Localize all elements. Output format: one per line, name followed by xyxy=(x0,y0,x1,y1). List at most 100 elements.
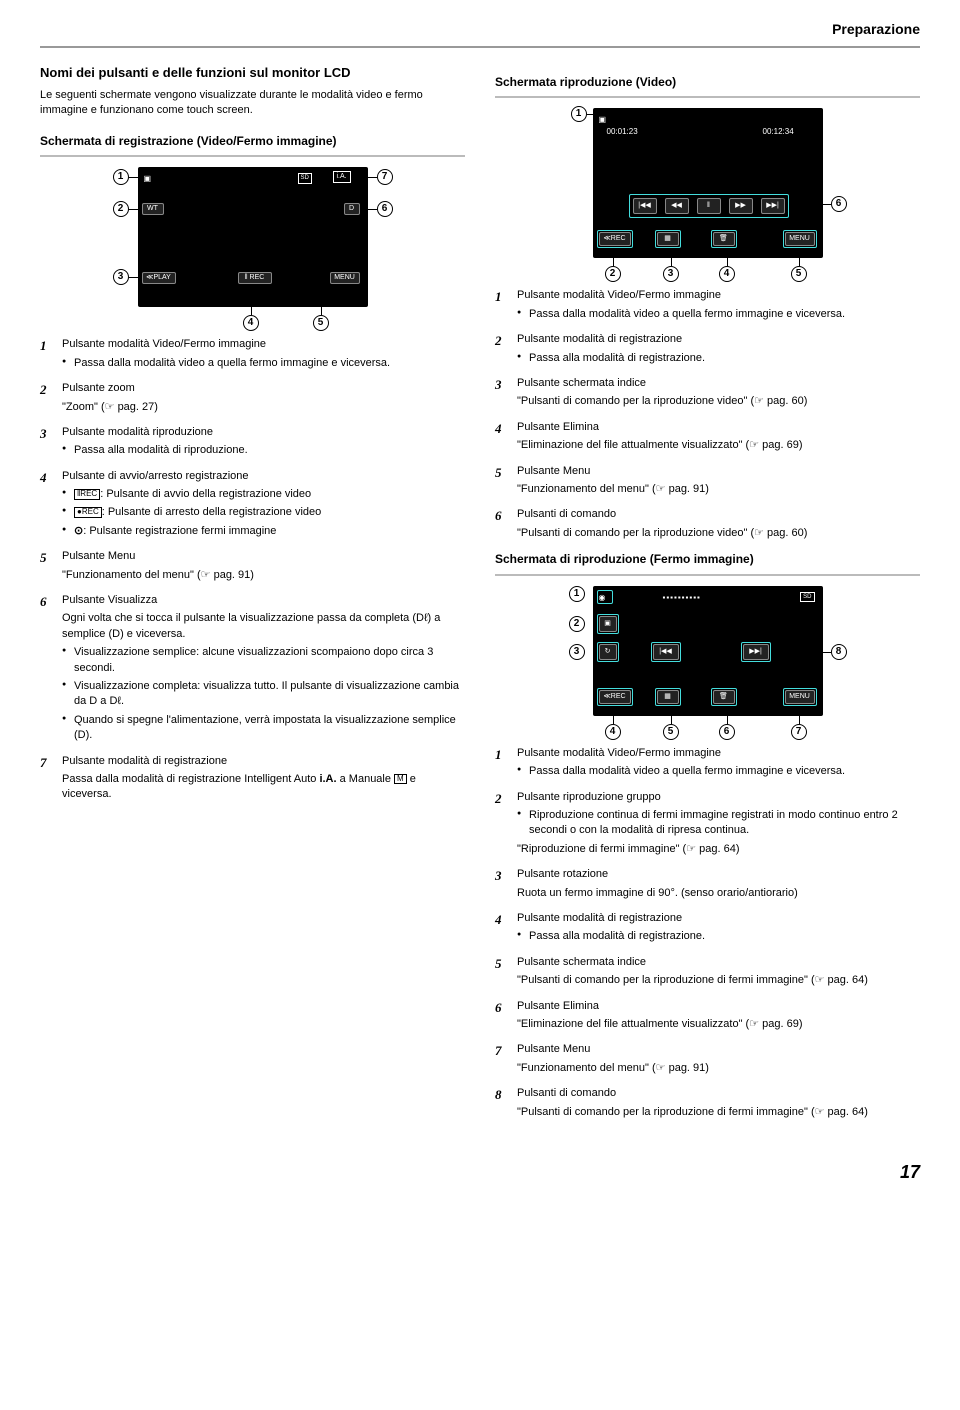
play-mode-button[interactable]: ≪PLAY xyxy=(142,272,176,284)
sd-icon: SD xyxy=(298,173,312,183)
rec-screen-list: 1 Pulsante modalità Video/Fermo immagine… xyxy=(40,337,465,802)
left-column: Nomi dei pulsanti e delle funzioni sul m… xyxy=(40,64,465,1130)
callout-1: 1 xyxy=(113,169,129,185)
callout-4: 4 xyxy=(243,315,259,331)
elapsed-time: 00:01:23 xyxy=(607,126,638,137)
rec-screen-title: Schermata di registrazione (Video/Fermo … xyxy=(40,133,465,150)
item-title: Pulsante Visualizza xyxy=(62,593,465,608)
list-item: 2 Pulsante modalità di registrazione Pas… xyxy=(495,332,920,366)
callout-2: 2 xyxy=(605,266,621,282)
header-rule xyxy=(40,46,920,48)
video-mode-icon[interactable]: ▣ xyxy=(599,114,607,125)
item-desc: "Funzionamento del menu" (☞ pag. 91) xyxy=(62,568,465,583)
divider xyxy=(495,574,920,576)
two-column-layout: Nomi dei pulsanti e delle funzioni sul m… xyxy=(40,64,920,1130)
bullet: Visualizzazione completa: visualizza tut… xyxy=(62,679,465,710)
item-line: Ogni volta che si tocca il pulsante la v… xyxy=(62,611,465,642)
display-d-button[interactable]: D xyxy=(344,203,360,215)
list-item: 5 Pulsante Menu "Funzionamento del menu"… xyxy=(495,464,920,498)
frame-bar: ▪▪▪▪▪▪▪▪▪▪ xyxy=(663,592,701,603)
item-title: Pulsante zoom xyxy=(62,381,465,396)
bullet: ●REC: Pulsante di arresto della registra… xyxy=(62,505,465,520)
bullet: Passa alla modalità di riproduzione. xyxy=(62,443,465,458)
list-item: 5 Pulsante schermata indice "Pulsanti di… xyxy=(495,955,920,989)
sd-icon: SD xyxy=(800,592,814,602)
bullet: ⊙: Pulsante registrazione fermi immagine xyxy=(62,524,465,539)
rec-button[interactable]: ‖ REC xyxy=(238,272,272,284)
callout-3: 3 xyxy=(113,269,129,285)
divider xyxy=(40,155,465,157)
play-video-figure: ▣ 00:01:23 00:12:34 |◀◀ ◀◀ ‖ ▶▶ ▶▶| ≪REC… xyxy=(563,108,853,258)
play-video-list: 1 Pulsante modalità Video/Fermo immagine… xyxy=(495,288,920,541)
list-item: 2 Pulsante riproduzione gruppo Riproduzi… xyxy=(495,790,920,858)
callout-6: 6 xyxy=(377,201,393,217)
callout-3: 3 xyxy=(663,266,679,282)
play-still-figure: ◉ ▪▪▪▪▪▪▪▪▪▪ SD ▣ ↻ |◀◀ ▶▶| ≪REC ▦ 🗑 MEN… xyxy=(563,586,853,716)
play-still-list: 1 Pulsante modalità Video/Fermo immagine… xyxy=(495,746,920,1120)
list-item: 6 Pulsante Elimina "Eliminazione del fil… xyxy=(495,999,920,1033)
callout-8: 8 xyxy=(831,644,847,660)
list-item: 7 Pulsante modalità di registrazione Pas… xyxy=(40,754,465,803)
callout-5: 5 xyxy=(791,266,807,282)
list-item: 4 Pulsante Elimina "Eliminazione del fil… xyxy=(495,420,920,454)
list-item: 4 Pulsante di avvio/arresto registrazion… xyxy=(40,469,465,540)
list-item: 3 Pulsante rotazione Ruota un fermo imma… xyxy=(495,867,920,901)
list-item: 4 Pulsante modalità di registrazione Pas… xyxy=(495,911,920,945)
callout-5: 5 xyxy=(313,315,329,331)
item-number: 3 xyxy=(40,425,47,443)
bullet: Passa dalla modalità video a quella ferm… xyxy=(62,356,465,371)
play-still-title: Schermata di riproduzione (Fermo immagin… xyxy=(495,551,920,568)
video-mode-icon[interactable]: ▣ xyxy=(144,173,152,184)
item-number: 2 xyxy=(40,381,47,399)
callout-5: 5 xyxy=(663,724,679,740)
item-number: 5 xyxy=(40,549,47,567)
list-item: 1 Pulsante modalità Video/Fermo immagine… xyxy=(495,746,920,780)
callout-3: 3 xyxy=(569,644,585,660)
list-item: 3 Pulsante modalità riproduzione Passa a… xyxy=(40,425,465,459)
right-column: Schermata riproduzione (Video) ▣ 00:01:2… xyxy=(495,64,920,1130)
ia-icon[interactable]: i.A. xyxy=(333,171,351,183)
rec-screen-figure: ▣ SD i.A. WT D ≪PLAY ‖ REC MENU 1 2 3 4 … xyxy=(113,167,393,307)
callout-6: 6 xyxy=(831,196,847,212)
list-item: 8 Pulsanti di comando "Pulsanti di coman… xyxy=(495,1086,920,1120)
item-number: 4 xyxy=(40,469,47,487)
page-number: 17 xyxy=(40,1160,920,1185)
item-title: Pulsante Menu xyxy=(62,549,465,564)
item-title: Pulsante modalità riproduzione xyxy=(62,425,465,440)
callout-1: 1 xyxy=(571,106,587,122)
callout-1: 1 xyxy=(569,586,585,602)
callout-4: 4 xyxy=(605,724,621,740)
item-number: 1 xyxy=(40,337,47,355)
list-item: 6 Pulsanti di comando "Pulsanti di coman… xyxy=(495,507,920,541)
bullet: Quando si spegne l'alimentazione, verrà … xyxy=(62,713,465,744)
list-item: 7 Pulsante Menu "Funzionamento del menu"… xyxy=(495,1042,920,1076)
item-number: 6 xyxy=(40,593,47,611)
item-desc: "Zoom" (☞ pag. 27) xyxy=(62,400,465,415)
list-item: 1 Pulsante modalità Video/Fermo immagine… xyxy=(40,337,465,371)
callout-2: 2 xyxy=(113,201,129,217)
page-section-header: Preparazione xyxy=(40,20,920,40)
item-desc: Passa dalla modalità di registrazione In… xyxy=(62,772,465,803)
item-title: Pulsante modalità Video/Fermo immagine xyxy=(62,337,465,352)
list-item: 1 Pulsante modalità Video/Fermo immagine… xyxy=(495,288,920,322)
item-title: Pulsante modalità di registrazione xyxy=(62,754,465,769)
list-item: 5 Pulsante Menu "Funzionamento del menu"… xyxy=(40,549,465,583)
divider xyxy=(495,96,920,98)
zoom-wt-button[interactable]: WT xyxy=(142,203,164,215)
list-item: 2 Pulsante zoom "Zoom" (☞ pag. 27) xyxy=(40,381,465,415)
bullet: ‖REC: Pulsante di avvio della registrazi… xyxy=(62,487,465,502)
callout-6: 6 xyxy=(719,724,735,740)
left-title: Nomi dei pulsanti e delle funzioni sul m… xyxy=(40,64,465,82)
left-intro: Le seguenti schermate vengono visualizza… xyxy=(40,88,465,119)
callout-7: 7 xyxy=(377,169,393,185)
menu-button[interactable]: MENU xyxy=(330,272,360,284)
item-number: 7 xyxy=(40,754,47,772)
bullet: Visualizzazione semplice: alcune visuali… xyxy=(62,645,465,676)
list-item: 3 Pulsante schermata indice "Pulsanti di… xyxy=(495,376,920,410)
callout-2: 2 xyxy=(569,616,585,632)
callout-4: 4 xyxy=(719,266,735,282)
callout-7: 7 xyxy=(791,724,807,740)
total-time: 00:12:34 xyxy=(763,126,794,137)
item-title: Pulsante di avvio/arresto registrazione xyxy=(62,469,465,484)
list-item: 6 Pulsante Visualizza Ogni volta che si … xyxy=(40,593,465,744)
